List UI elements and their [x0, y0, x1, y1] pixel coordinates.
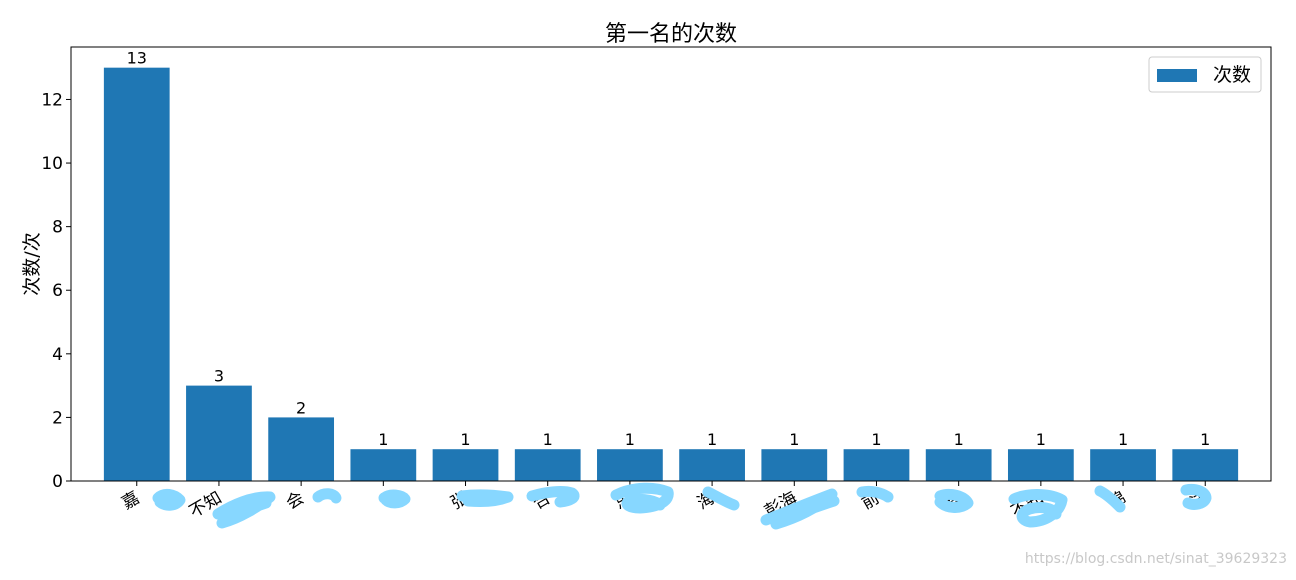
redaction-scribbles: [152, 482, 1212, 530]
redaction-scribble: [1094, 485, 1126, 513]
redaction-scribble: [702, 486, 740, 511]
bar: [1090, 449, 1156, 481]
bar: [103, 67, 170, 482]
bar-value-label: 1: [1118, 430, 1128, 449]
bar-value-label: 1: [460, 430, 470, 449]
bar: [514, 449, 581, 481]
bar-value-label: 1: [543, 430, 553, 449]
bar-value-label: 1: [378, 430, 388, 449]
chart-title: 第一名的次数: [605, 22, 737, 47]
y-tick-label: 12: [41, 90, 63, 110]
bar: [761, 449, 828, 481]
watermark-text: https://blog.csdn.net/sinat_39629323: [1025, 551, 1287, 567]
bar-value-label: 1: [954, 430, 964, 449]
bar-value-label: 1: [707, 430, 717, 449]
bar: [679, 449, 745, 481]
y-tick-label: 4: [52, 345, 63, 365]
bar-value-label: 13: [127, 49, 147, 68]
redaction-scribble: [212, 491, 276, 529]
redaction-scribble: [760, 488, 840, 530]
axes-frame: [70, 46, 1272, 482]
redaction-scribble: [1180, 484, 1212, 510]
bar-value-label: 1: [625, 430, 635, 449]
bar-value-label: 1: [1200, 430, 1210, 449]
legend-box: [1148, 56, 1262, 93]
bar-value-label: 2: [296, 398, 306, 417]
bar: [597, 449, 663, 481]
redaction-scribble: [152, 488, 186, 511]
redaction-scribble: [934, 488, 974, 513]
bar: [268, 417, 335, 481]
y-axis-label: 次数/次: [21, 232, 43, 295]
y-tick-label: 0: [52, 472, 63, 492]
redaction-scribble: [856, 485, 894, 503]
y-tick-label: 2: [52, 408, 63, 428]
bar: [843, 449, 910, 481]
legend-label: 次数: [1213, 64, 1251, 86]
x-tick-label: 嘉: [119, 488, 144, 514]
plot-area: 13321 1 1 1 1 1 1 1 1 1 1024681012嘉 不知会张合思海彭海前春不知锦洁: [41, 46, 1272, 522]
bar-value-label: 1: [789, 430, 799, 449]
y-tick-label: 8: [52, 218, 63, 238]
bar: [350, 449, 417, 481]
bar: [1172, 449, 1239, 481]
bar-value-label: 3: [214, 367, 224, 386]
legend: 次数: [1148, 56, 1262, 93]
x-tick-label: 会: [283, 488, 308, 514]
y-tick-label: 10: [41, 154, 63, 174]
bar: [186, 385, 252, 481]
redaction-scribble: [1008, 489, 1068, 528]
bar: [1007, 449, 1074, 481]
bar: [925, 449, 992, 481]
redaction-scribble: [378, 489, 411, 509]
legend-swatch: [1157, 69, 1197, 82]
bar-value-label: 1: [1036, 430, 1046, 449]
redaction-scribble: [610, 482, 674, 514]
y-tick-label: 6: [52, 281, 63, 301]
redaction-scribble: [526, 486, 580, 508]
redaction-scribble: [456, 489, 514, 507]
redaction-scribble: [312, 488, 342, 504]
bar: [432, 449, 499, 481]
bar-value-label: 1: [871, 430, 881, 449]
